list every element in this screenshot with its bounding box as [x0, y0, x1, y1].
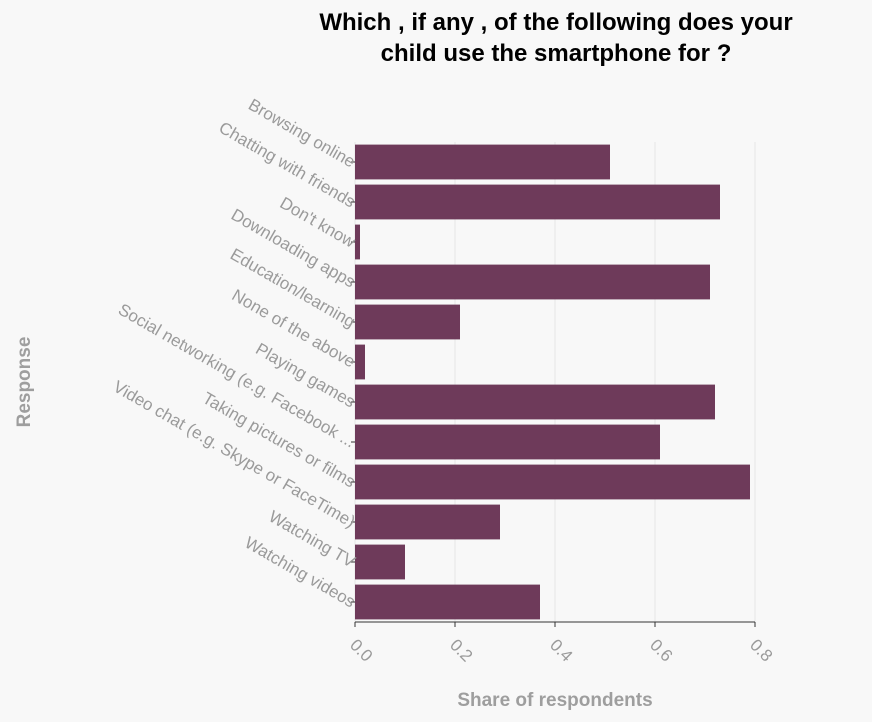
bar-4: [355, 304, 460, 340]
bar-5: [355, 344, 365, 380]
grid-lines: [354, 142, 756, 622]
chart-title-line-2: child use the smartphone for ?: [381, 40, 732, 67]
bar-8: [355, 464, 750, 500]
x-tick-label-2: 0.4: [546, 635, 576, 665]
bar-9: [355, 504, 500, 540]
bar-3: [355, 264, 710, 300]
x-tick-label-0: 0.0: [346, 635, 376, 665]
y-axis-label: Response: [14, 337, 35, 428]
bar-11: [355, 584, 540, 620]
chart-title-line-1: Which , if any , of the following does y…: [319, 9, 792, 36]
bar-10: [355, 544, 405, 580]
bar-1: [355, 184, 720, 220]
bars: [355, 144, 750, 620]
tick-labels: 0.0 0.2 0.4 0.6 0.8: [346, 635, 776, 665]
bar-7: [355, 424, 660, 460]
x-axis-label: Share of respondents: [457, 690, 652, 711]
x-tick-label-1: 0.2: [446, 635, 476, 665]
bar-2: [355, 224, 360, 260]
x-tick-label-3: 0.6: [646, 635, 676, 665]
bar-0: [355, 144, 610, 180]
bar-6: [355, 384, 715, 420]
x-tick-label-4: 0.8: [746, 635, 776, 665]
axes: [351, 161, 756, 627]
